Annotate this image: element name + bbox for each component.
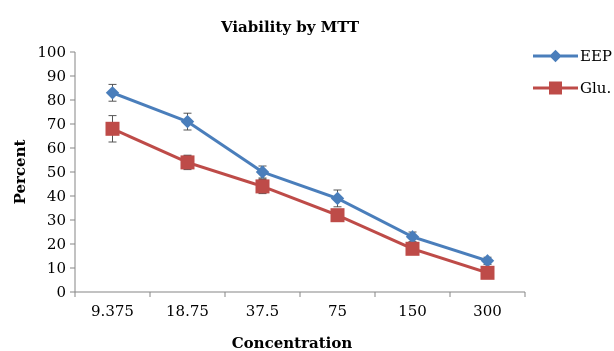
data-point — [255, 179, 270, 194]
series-eep — [105, 83, 495, 268]
data-point — [480, 265, 495, 280]
legend-marker — [549, 81, 562, 95]
data-point — [180, 114, 195, 129]
data-point — [330, 208, 345, 223]
chart-title: Viability by MTT — [220, 18, 360, 36]
y-axis-label: Percent — [11, 140, 29, 205]
series-layer — [105, 83, 495, 280]
data-point — [105, 86, 120, 100]
y-tick-label: 90 — [47, 67, 66, 85]
y-tick-label: 60 — [47, 139, 66, 157]
legend-item: Glu. — [533, 79, 611, 97]
data-point — [105, 121, 120, 136]
legend-item: EEP — [533, 47, 612, 65]
y-tick-label: 40 — [47, 187, 66, 205]
x-tick-label: 75 — [328, 302, 347, 320]
series-line — [111, 91, 488, 263]
axes: 0 10 20 30 40 50 60 70 80 90 100 9.375 18.75 37.5 75 15… — [37, 43, 526, 320]
data-point — [480, 254, 495, 268]
y-tick-label: 0 — [56, 283, 66, 301]
y-tick-label: 50 — [47, 163, 66, 181]
x-tick-label: 18.75 — [166, 302, 209, 320]
data-point — [180, 155, 195, 170]
y-tick-label: 80 — [47, 91, 66, 109]
legend-label: EEP — [580, 47, 612, 65]
x-tick-label: 300 — [473, 302, 502, 320]
y-tick-label: 70 — [47, 115, 66, 133]
data-point — [405, 241, 420, 256]
x-tick-label: 9.375 — [91, 302, 134, 320]
y-tick-label: 20 — [47, 235, 66, 253]
data-point — [405, 230, 420, 244]
y-tick-label: 100 — [37, 43, 66, 61]
legend-label: Glu. — [580, 79, 611, 97]
x-tick-label: 150 — [398, 302, 427, 320]
x-tick-label: 37.5 — [246, 302, 279, 320]
data-point — [255, 165, 270, 179]
data-point — [330, 191, 345, 206]
legend: EEP Glu. — [533, 47, 612, 97]
series-line — [111, 127, 488, 275]
series-glu — [105, 115, 495, 280]
legend-marker — [549, 49, 562, 63]
x-axis-label: Concentration — [232, 334, 353, 351]
y-tick-label: 10 — [47, 259, 66, 277]
y-tick-label: 30 — [47, 211, 66, 229]
